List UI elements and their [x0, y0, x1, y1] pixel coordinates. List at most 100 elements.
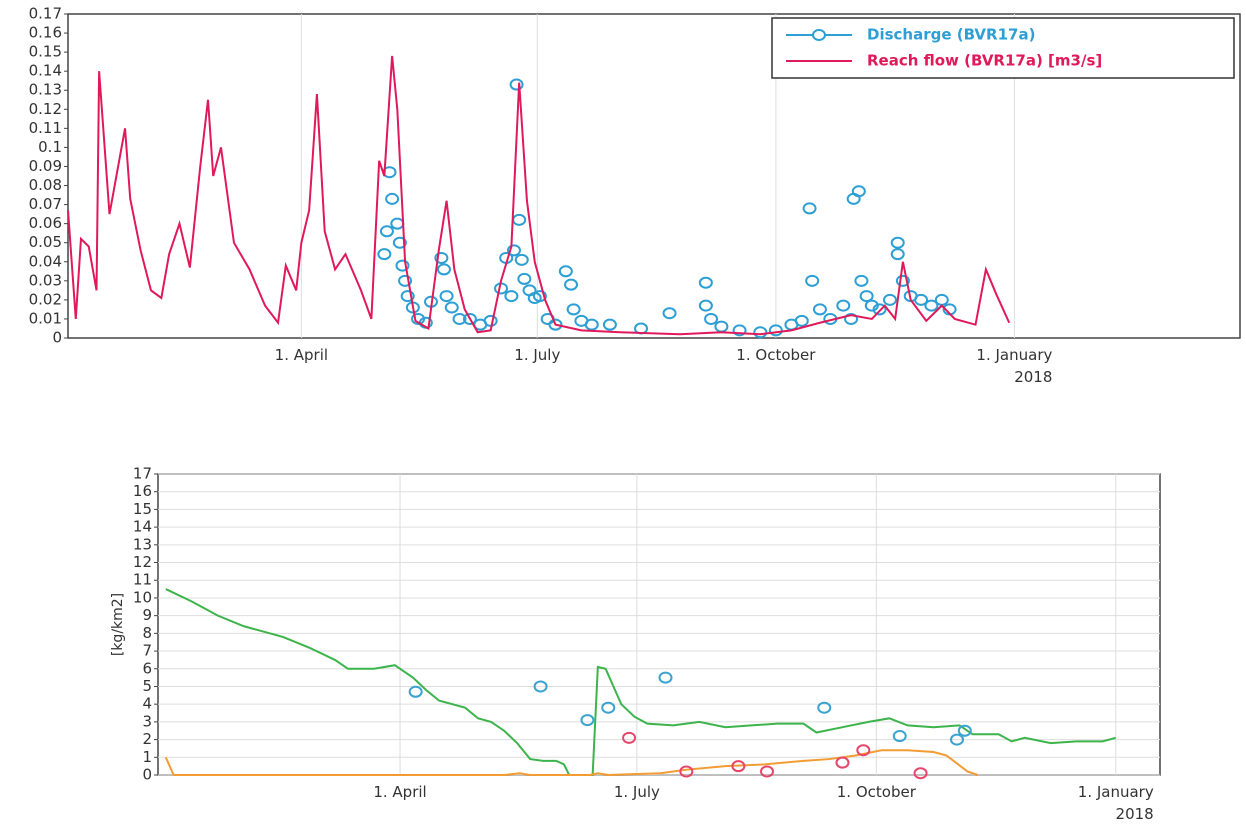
marker	[802, 202, 817, 215]
y-tick-label: 12	[133, 553, 152, 571]
marker	[398, 274, 413, 287]
x-tick-label: 1. October	[836, 783, 916, 801]
marker	[408, 685, 423, 698]
legend-marker	[812, 29, 826, 41]
marker	[768, 324, 783, 337]
marker	[817, 701, 832, 714]
legend-label: Discharge (BVR17a)	[867, 26, 1035, 44]
marker	[483, 314, 498, 327]
y-tick-label: 8	[142, 624, 152, 642]
y-tick-label: 0.13	[29, 81, 62, 99]
marker	[753, 326, 768, 339]
x-tick-label: 1. April	[373, 783, 427, 801]
marker	[854, 274, 869, 287]
marker	[957, 724, 972, 737]
marker	[714, 320, 729, 333]
marker	[400, 290, 415, 303]
y-tick-label: 0.11	[29, 119, 62, 137]
marker	[566, 303, 581, 316]
marker	[679, 765, 694, 778]
marker	[504, 290, 519, 303]
y-tick-label: 0.06	[29, 214, 62, 232]
marker	[385, 192, 400, 205]
marker	[859, 290, 874, 303]
y-tick-label: 0.14	[29, 62, 62, 80]
marker	[533, 680, 548, 693]
x-tick-label: 1. July	[514, 346, 561, 364]
marker	[462, 312, 477, 325]
marker	[390, 217, 405, 230]
marker	[392, 236, 407, 249]
y-tick-label: 15	[133, 500, 152, 518]
marker	[439, 290, 454, 303]
x-tick-label: 1. July	[613, 783, 660, 801]
marker	[794, 314, 809, 327]
marker	[434, 251, 449, 264]
marker	[452, 312, 467, 325]
x-tick-label: 1. January 2018	[1077, 783, 1154, 823]
y-tick-label: 0.01	[29, 309, 62, 327]
y-tick-label: 10	[133, 588, 152, 606]
y-tick-label: 3	[142, 712, 152, 730]
y-tick-label: 9	[142, 606, 152, 624]
marker	[512, 213, 527, 226]
y-tick-label: 11	[133, 571, 152, 589]
marker	[658, 671, 673, 684]
marker	[844, 312, 859, 325]
legend-label: Reach flow (BVR17a) [m3/s]	[867, 52, 1102, 70]
marker	[731, 760, 746, 773]
y-tick-label: 17	[133, 465, 152, 483]
marker	[532, 290, 547, 303]
marker	[895, 274, 910, 287]
marker	[882, 293, 897, 306]
marker	[379, 225, 394, 238]
marker	[517, 272, 532, 285]
marker	[836, 299, 851, 312]
marker	[890, 248, 905, 261]
marker	[662, 307, 677, 320]
marker	[805, 274, 820, 287]
marker	[913, 767, 928, 780]
marker	[509, 78, 524, 91]
marker	[698, 299, 713, 312]
y-tick-label: 0.12	[29, 100, 62, 118]
marker	[856, 744, 871, 757]
legend	[771, 17, 1235, 79]
marker	[872, 303, 887, 316]
marker	[890, 236, 905, 249]
marker	[934, 293, 949, 306]
marker	[812, 303, 827, 316]
y-tick-label: 0.15	[29, 43, 62, 61]
y-tick-label: 5	[142, 677, 152, 695]
marker	[851, 185, 866, 198]
marker	[601, 701, 616, 714]
y-tick-label: 4	[142, 695, 152, 713]
marker	[914, 293, 929, 306]
marker	[698, 276, 713, 289]
y-tick-label: 0.04	[29, 252, 62, 270]
y-tick-label: 13	[133, 535, 152, 553]
marker	[622, 731, 637, 744]
marker	[835, 756, 850, 769]
marker	[760, 765, 775, 778]
x-tick-label: 1. January 2018	[976, 346, 1053, 386]
marker	[704, 312, 719, 325]
marker	[436, 263, 451, 276]
marker	[892, 730, 907, 743]
y-tick-label: 0.1	[38, 138, 62, 156]
y-tick-label: 0.08	[29, 176, 62, 194]
marker	[377, 248, 392, 261]
y-tick-label: 1	[142, 748, 152, 766]
series-line	[67, 55, 1011, 336]
marker	[558, 265, 573, 278]
marker	[580, 714, 595, 727]
marker	[444, 301, 459, 314]
y-tick-label: 0.05	[29, 233, 62, 251]
marker	[602, 318, 617, 331]
y-tick-label: 0.09	[29, 157, 62, 175]
y-tick-label: 16	[133, 482, 152, 500]
plot-area	[67, 13, 1241, 339]
y-tick-label: 0.16	[29, 24, 62, 42]
